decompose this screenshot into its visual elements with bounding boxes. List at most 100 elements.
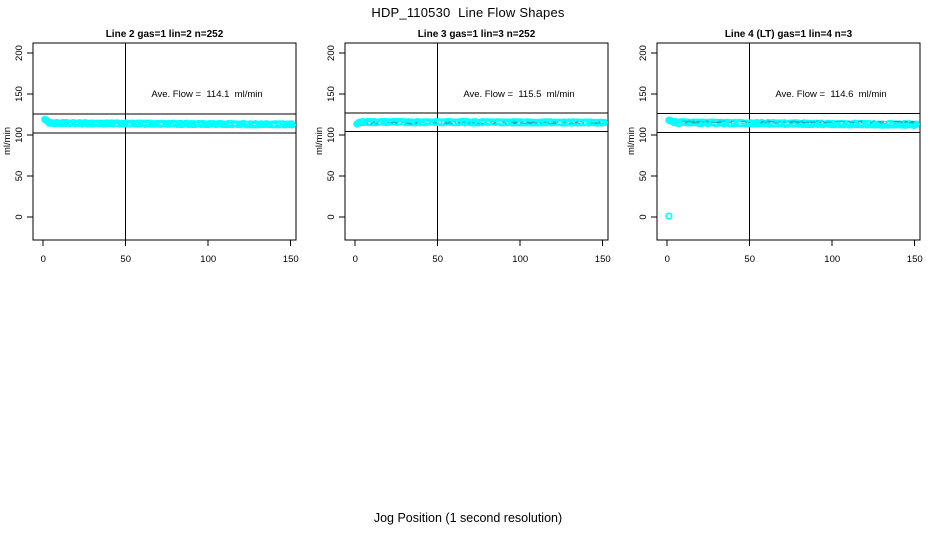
band-texture-speck [456, 122, 458, 124]
y-tick-label: 50 [14, 171, 25, 182]
x-tick-label: 0 [665, 254, 670, 265]
band-texture-speck [439, 121, 442, 123]
band-texture-speck [787, 122, 790, 124]
y-tick-label: 100 [14, 127, 25, 143]
band-texture-speck [682, 122, 685, 123]
band-texture-speck [890, 123, 893, 125]
band-texture-speck [75, 122, 78, 124]
band-texture-dash [686, 120, 690, 122]
panel-line3-plot: 0 50 100 150 200 0 50 100 150 ml/min Line 3 gas=1 … [314, 29, 611, 265]
y-tick-label: 200 [638, 45, 649, 61]
band-texture-dash [839, 120, 842, 123]
band-texture-speck [378, 122, 381, 124]
band-texture-dash [706, 121, 710, 123]
band-texture-dash [446, 123, 449, 125]
band-texture-speck [729, 123, 732, 125]
band-texture-dash [526, 122, 529, 124]
band-texture-speck [171, 124, 173, 126]
band-texture-dash [481, 122, 484, 125]
band-texture-dash [513, 122, 517, 124]
x-tick-label: 150 [595, 254, 611, 265]
band-texture-dash [696, 120, 699, 123]
panel-title: Line 4 (LT) gas=1 lin=4 n=3 [725, 29, 853, 40]
band-texture-speck [128, 123, 131, 125]
band-texture-dash [816, 120, 819, 122]
band-texture-speck [868, 122, 870, 124]
band-texture-dash [766, 120, 770, 122]
band-texture-dash [803, 122, 806, 124]
panel-title: Line 3 gas=1 lin=3 n=252 [418, 29, 536, 40]
band-texture-dash [434, 122, 438, 124]
band-texture-speck [378, 122, 381, 124]
band-texture-dash [492, 122, 496, 124]
y-axis-title: ml/min [626, 127, 637, 155]
band-texture-dash [722, 120, 726, 122]
band-texture-dash [390, 122, 393, 124]
band-texture-speck [427, 122, 429, 124]
band-texture-speck [748, 123, 751, 124]
band-texture-dash [793, 120, 797, 122]
band-texture-dash [719, 121, 722, 123]
band-texture-speck [884, 122, 886, 124]
band-texture-speck [234, 123, 236, 125]
band-texture-dash [462, 121, 466, 123]
band-texture-dash [778, 121, 781, 123]
band-texture-speck [278, 123, 281, 125]
band-texture-dash [502, 121, 505, 123]
band-texture-speck [792, 124, 795, 125]
band-texture-speck [772, 124, 775, 125]
band-texture-dash [375, 123, 379, 125]
band-texture-dash [881, 120, 884, 122]
band-texture-speck [452, 123, 455, 125]
band-texture-speck [821, 122, 824, 124]
data-point [912, 120, 921, 128]
band-texture-speck [253, 124, 256, 125]
band-texture-dash [553, 122, 556, 124]
band-texture-speck [778, 122, 781, 124]
band-texture-speck [678, 123, 681, 125]
band-texture-dash [684, 122, 688, 124]
plot-box [656, 42, 921, 241]
band-texture-dash [764, 122, 768, 124]
band-texture-dash [905, 121, 908, 123]
band-texture-dash [911, 122, 914, 124]
y-tick-label: 100 [326, 127, 337, 143]
band-texture-speck [143, 123, 146, 125]
band-texture-dash [711, 121, 714, 123]
band-texture-dash [519, 122, 523, 124]
band-texture-dash [595, 122, 599, 124]
y-tick-label: 150 [326, 86, 337, 102]
band-texture-speck [524, 121, 527, 123]
band-texture-dash [444, 122, 448, 124]
band-texture-dash [796, 122, 800, 124]
band-texture-dash [900, 121, 904, 123]
band-texture-speck [808, 122, 811, 124]
band-texture-speck [517, 122, 520, 124]
band-texture-dash [761, 120, 765, 123]
band-texture-dash [477, 123, 480, 125]
band-texture-dash [548, 122, 551, 124]
plot-box [32, 42, 297, 241]
y-axis-title: ml/min [2, 127, 13, 155]
band-texture-dash [563, 121, 566, 123]
band-texture-speck [487, 121, 489, 123]
band-texture-speck [506, 122, 509, 124]
y-tick-label: 200 [326, 45, 337, 61]
x-tick-label: 50 [744, 254, 755, 265]
band-texture-dash [598, 121, 601, 123]
band-texture-speck [549, 121, 551, 123]
y-tick-label: 50 [326, 171, 337, 182]
band-texture-dash [894, 120, 897, 122]
band-texture-dash [909, 122, 912, 124]
band-texture-dash [797, 121, 801, 123]
y-tick-label: 100 [638, 127, 649, 143]
band-texture-speck [584, 121, 587, 123]
band-texture-speck [578, 121, 581, 123]
average-flow-annotation: Ave. Flow = 114.6 ml/min [775, 89, 886, 100]
band-texture-dash [551, 123, 554, 125]
band-texture-dash [543, 121, 547, 123]
band-texture-dash [556, 121, 560, 123]
y-tick-label: 50 [638, 171, 649, 182]
band-texture-dash [842, 121, 845, 123]
